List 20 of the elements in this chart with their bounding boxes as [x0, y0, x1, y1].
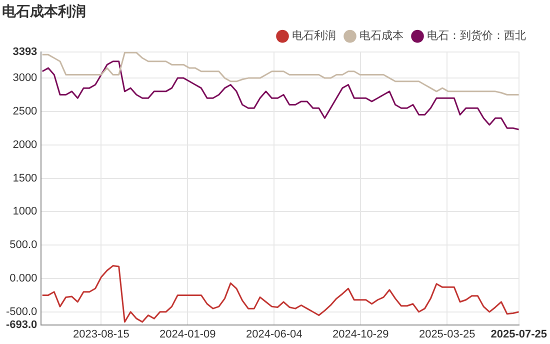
x-tick-label: 2025-07-25 [490, 328, 548, 340]
x-tick-label: 2025-03-25 [418, 328, 476, 340]
y-tick-label: -693.0 [6, 318, 38, 331]
chart-title: 电石成本利润 [2, 3, 86, 20]
x-tick-label: 2024-06-04 [246, 328, 302, 340]
x-tick-label: 2024-10-29 [332, 328, 389, 340]
y-tick-label: 1500 [12, 172, 38, 184]
y-tick-label: 0.000 [10, 272, 38, 285]
legend-label: 电石成本 [360, 29, 404, 42]
y-tick-label: 2000 [12, 138, 38, 151]
x-tick-label: 2024-01-09 [160, 328, 216, 340]
y-tick-label: 1000 [12, 206, 38, 218]
y-tick-label: -500.0 [6, 306, 38, 318]
y-tick-label: 3000 [12, 72, 38, 84]
legend-label: 电石利润 [292, 29, 336, 42]
y-tick-label: 3393 [12, 46, 38, 58]
legend-label: 电石：到货价：西北 [427, 29, 526, 42]
y-tick-label: 2500 [12, 105, 38, 118]
y-tick-label: 500.0 [10, 239, 38, 252]
x-tick-label: 2023-08-15 [73, 328, 130, 340]
